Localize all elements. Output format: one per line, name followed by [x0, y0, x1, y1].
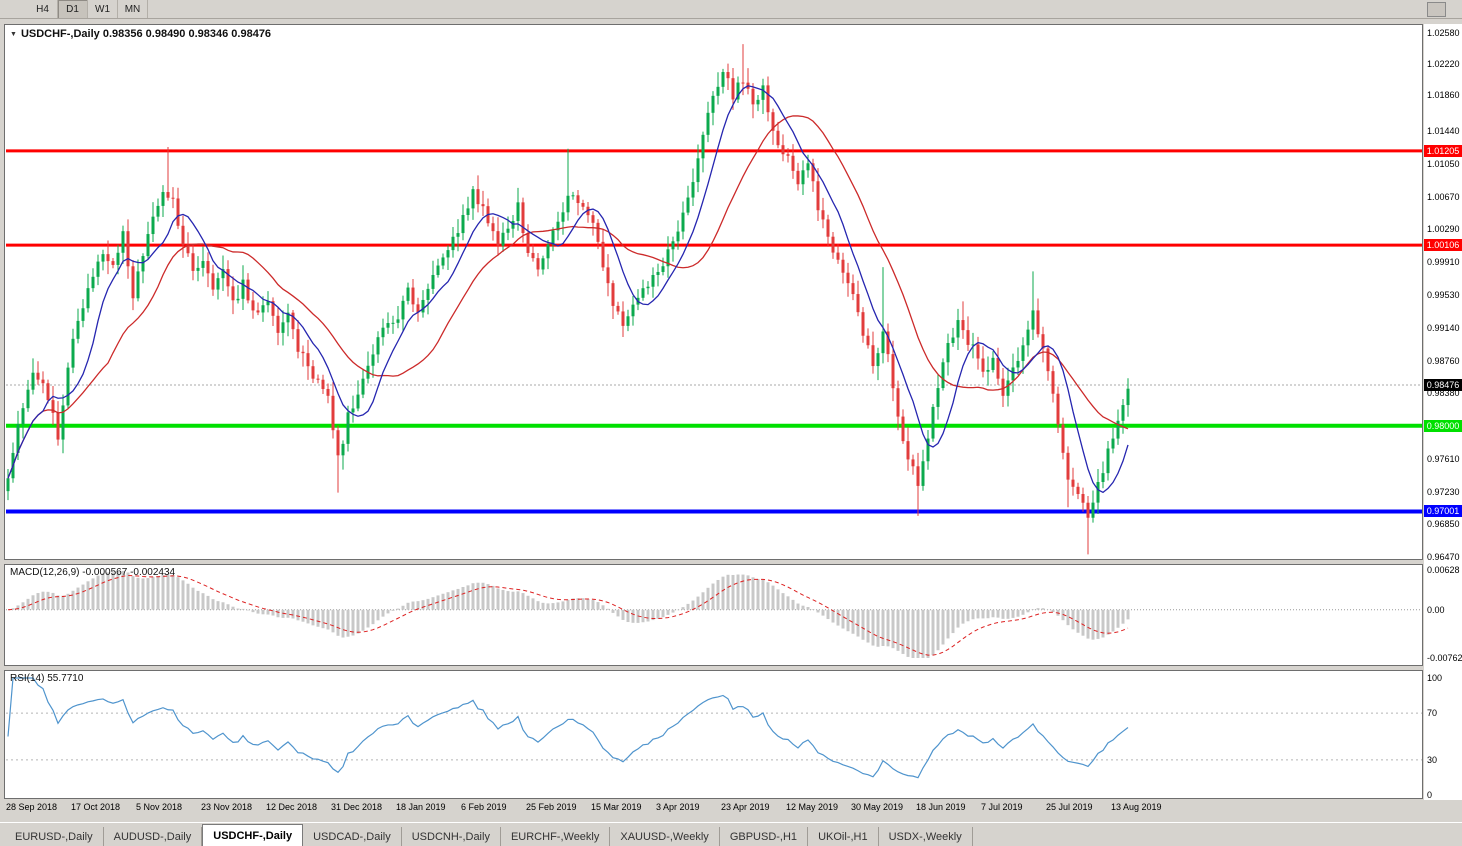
rsi-axis-label: 70 [1427, 708, 1438, 719]
date-label: 25 Feb 2019 [526, 802, 577, 812]
timeframe-mn[interactable]: MN [118, 0, 148, 18]
timeframe-d1[interactable]: D1 [58, 0, 88, 18]
price-axis-label: 0.99910 [1427, 256, 1460, 267]
date-label: 12 May 2019 [786, 802, 839, 812]
date-label: 5 Nov 2018 [136, 802, 183, 812]
tab-usdcad-daily[interactable]: USDCAD-,Daily [303, 827, 402, 846]
toolbar-corner-button[interactable] [1427, 2, 1446, 17]
price-axis-label: 0.96470 [1427, 552, 1460, 562]
rsi-label: RSI(14) 55.7710 [10, 673, 84, 684]
rsi-axis-label: 100 [1427, 673, 1443, 683]
timeframe-group: H4 D1 W1 MN [28, 0, 148, 18]
price-axis-label: 1.02580 [1427, 28, 1460, 38]
date-label: 6 Feb 2019 [461, 802, 507, 812]
tab-usdx-weekly[interactable]: USDX-,Weekly [879, 827, 973, 846]
date-label: 18 Jan 2019 [396, 802, 446, 812]
date-label: 28 Sep 2018 [6, 802, 58, 812]
date-label: 12 Dec 2018 [266, 802, 318, 812]
macd-axis-label: 0.00628 [1427, 565, 1460, 575]
price-badge-resistance-lower: 1.00106 [1424, 239, 1462, 252]
price-axis-label: 1.02220 [1427, 58, 1460, 69]
date-label: 3 Apr 2019 [656, 802, 700, 812]
date-label: 31 Dec 2018 [331, 802, 383, 812]
price-axis-label: 0.99530 [1427, 289, 1460, 300]
rsi-axis-label: 0 [1427, 790, 1433, 800]
tab-usdchf-daily[interactable]: USDCHF-,Daily [202, 824, 304, 846]
price-axis-label: 0.98760 [1427, 355, 1460, 366]
date-label: 7 Jul 2019 [981, 802, 1023, 812]
date-label: 17 Oct 2018 [71, 802, 121, 812]
date-label: 23 Apr 2019 [721, 802, 770, 812]
macd-label: MACD(12,26,9) -0.000567 -0.002434 [10, 567, 176, 578]
symbol-dropdown-icon[interactable]: ▼ [10, 30, 17, 38]
price-axis-label: 1.01860 [1427, 89, 1460, 100]
price-axis-label: 0.96850 [1427, 519, 1460, 530]
tab-ukoil-h1[interactable]: UKOil-,H1 [808, 827, 879, 846]
timeframe-h4[interactable]: H4 [28, 0, 58, 18]
price-axis-label: 1.00290 [1427, 224, 1460, 235]
date-label: 23 Nov 2018 [201, 802, 253, 812]
date-label: 30 May 2019 [851, 802, 904, 812]
tab-usdcnh-daily[interactable]: USDCNH-,Daily [402, 827, 501, 846]
current-price-badge: 0.98476 [1424, 378, 1462, 391]
chart-title: ▼ USDCHF-,Daily 0.98356 0.98490 0.98346 … [10, 28, 271, 40]
price-badge-support-green: 0.98000 [1424, 419, 1462, 432]
price-axis-label: 0.99140 [1427, 323, 1460, 334]
price-axis-label: 1.00670 [1427, 191, 1460, 202]
macd-axis-label: -0.00762 [1427, 653, 1462, 663]
timeframe-toolbar: H4 D1 W1 MN [0, 0, 1462, 19]
price-axis-label: 1.01440 [1427, 125, 1460, 136]
price-badge-resistance-upper: 1.01205 [1424, 144, 1462, 157]
price-badge-support-blue: 0.97001 [1424, 505, 1462, 518]
tab-eurusd-daily[interactable]: EURUSD-,Daily [5, 827, 104, 846]
chart-tabs: EURUSD-,Daily AUDUSD-,Daily USDCHF-,Daily U… [0, 822, 1462, 846]
tab-gbpusd-h1[interactable]: GBPUSD-,H1 [720, 827, 809, 846]
date-label: 18 Jun 2019 [916, 802, 966, 812]
date-label: 25 Jul 2019 [1046, 802, 1093, 812]
price-axis-label: 0.98380 [1427, 388, 1460, 399]
price-axis-label: 0.97230 [1427, 486, 1460, 497]
price-axis-label: 0.97610 [1427, 454, 1460, 465]
timeframe-w1[interactable]: W1 [88, 0, 118, 18]
price-axis-label: 1.01050 [1427, 159, 1460, 170]
chart-title-text: USDCHF-,Daily 0.98356 0.98490 0.98346 0.… [20, 28, 272, 40]
tab-eurchf-weekly[interactable]: EURCHF-,Weekly [501, 827, 611, 846]
date-label: 13 Aug 2019 [1111, 802, 1162, 812]
macd-axis-label: 0.00 [1427, 604, 1445, 615]
rsi-axis-label: 30 [1427, 754, 1438, 765]
tab-audusd-daily[interactable]: AUDUSD-,Daily [104, 827, 203, 846]
date-label: 15 Mar 2019 [591, 802, 642, 812]
rsi-panel[interactable] [4, 670, 1423, 799]
tab-xauusd-weekly[interactable]: XAUUSD-,Weekly [610, 827, 720, 846]
macd-panel[interactable] [4, 564, 1423, 666]
